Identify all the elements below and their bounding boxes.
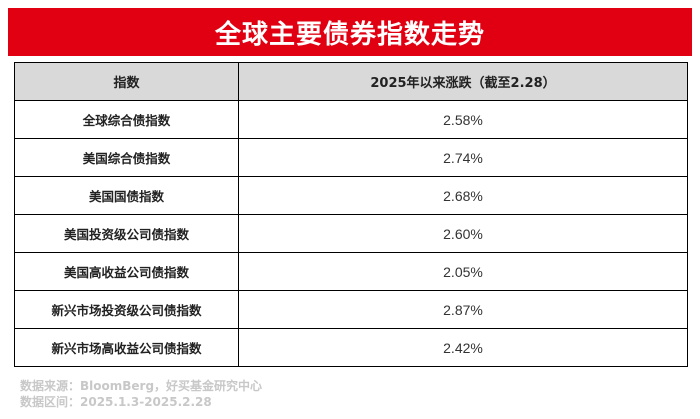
index-name-cell: 美国高收益公司债指数 — [14, 252, 239, 291]
column-header-change: 2025年以来涨跌（截至2.28） — [238, 62, 688, 101]
index-name-cell: 新兴市场投资级公司债指数 — [14, 290, 239, 329]
table-row: 美国投资级公司债指数 2.60% — [14, 214, 688, 253]
index-name-cell: 美国综合债指数 — [14, 138, 239, 177]
table-row: 美国国债指数 2.68% — [14, 176, 688, 215]
page-title: 全球主要债券指数走势 — [214, 19, 485, 50]
data-source-note: 数据来源：BloomBerg，好买基金研究中心 — [20, 379, 263, 393]
index-name-cell: 全球综合债指数 — [14, 100, 239, 139]
column-header-index: 指数 — [14, 62, 239, 101]
table-header-row: 指数 2025年以来涨跌（截至2.28） — [14, 62, 688, 101]
table-row: 美国综合债指数 2.74% — [14, 138, 688, 177]
index-name-cell: 新兴市场高收益公司债指数 — [14, 328, 239, 367]
table-row: 新兴市场投资级公司债指数 2.87% — [14, 290, 688, 329]
footer-notes: 数据来源：BloomBerg，好买基金研究中心 数据区间：2025.1.3-20… — [20, 378, 262, 410]
title-banner: 全球主要债券指数走势 — [8, 8, 692, 56]
bond-index-table: 指数 2025年以来涨跌（截至2.28） 全球综合债指数 2.58% 美国综合债… — [14, 62, 688, 367]
change-value-cell: 2.58% — [238, 100, 688, 139]
change-value-cell: 2.87% — [238, 290, 688, 329]
change-value-cell: 2.68% — [238, 176, 688, 215]
change-value-cell: 2.60% — [238, 214, 688, 253]
change-value-cell: 2.05% — [238, 252, 688, 291]
table-container: 指数 2025年以来涨跌（截至2.28） 全球综合债指数 2.58% 美国综合债… — [14, 62, 688, 367]
table-row: 美国高收益公司债指数 2.05% — [14, 252, 688, 291]
table-row: 新兴市场高收益公司债指数 2.42% — [14, 328, 688, 367]
change-value-cell: 2.74% — [238, 138, 688, 177]
table-row: 全球综合债指数 2.58% — [14, 100, 688, 139]
data-period-note: 数据区间：2025.1.3-2025.2.28 — [20, 395, 212, 409]
change-value-cell: 2.42% — [238, 328, 688, 367]
index-name-cell: 美国国债指数 — [14, 176, 239, 215]
index-name-cell: 美国投资级公司债指数 — [14, 214, 239, 253]
